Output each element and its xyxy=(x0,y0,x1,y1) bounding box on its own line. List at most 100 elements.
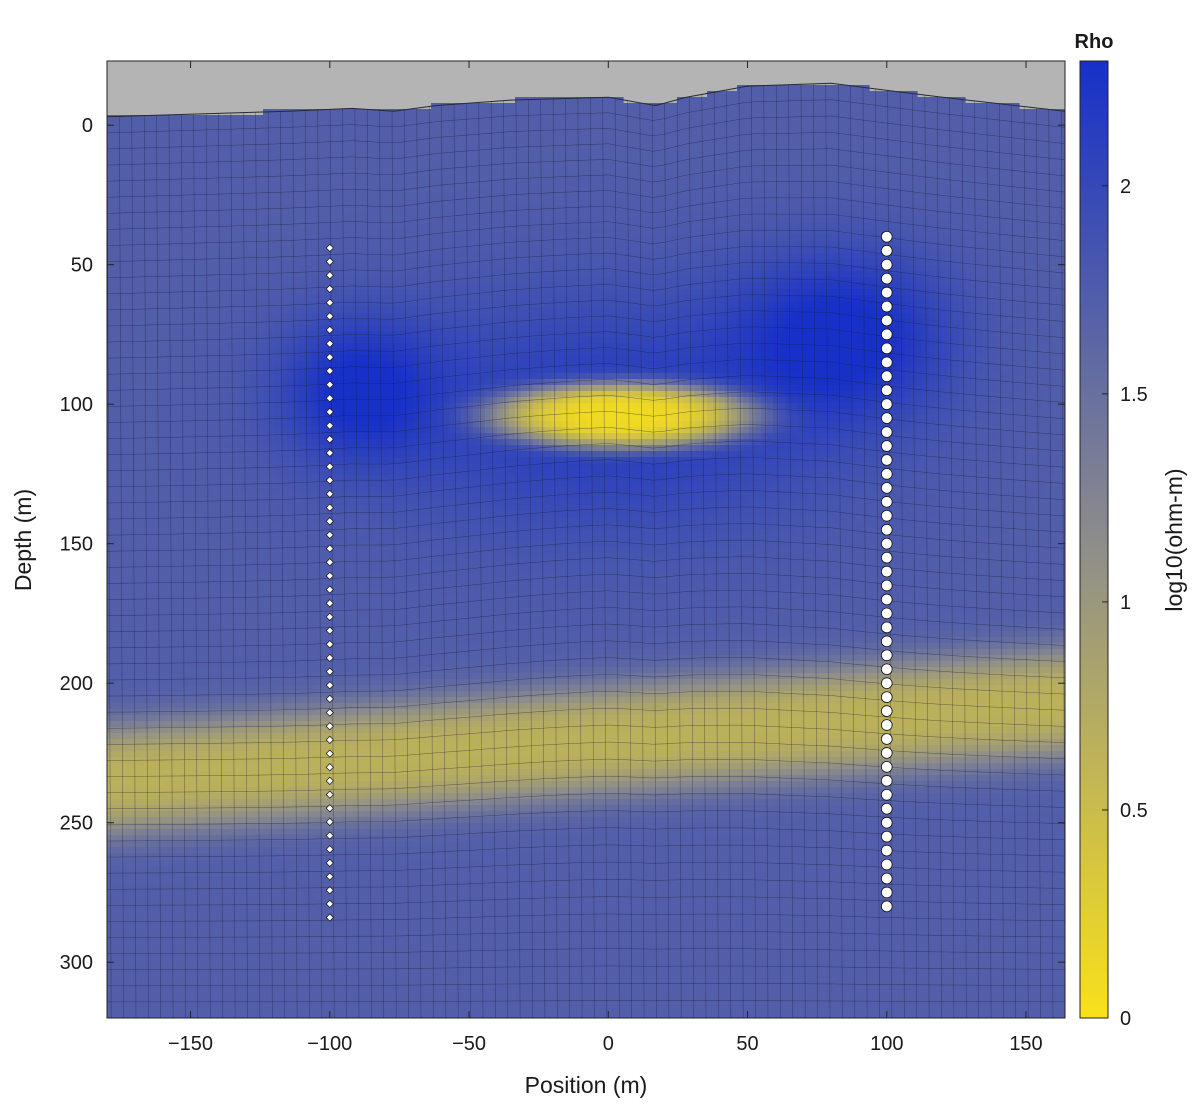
heatmap-cell xyxy=(197,121,204,128)
heatmap-cell xyxy=(719,109,726,116)
heatmap-cell xyxy=(341,187,348,194)
heatmap-cell xyxy=(401,139,408,146)
heatmap-cell xyxy=(299,121,306,128)
heatmap-cell xyxy=(779,151,786,158)
heatmap-cell xyxy=(287,217,294,224)
heatmap-cell xyxy=(875,133,882,140)
heatmap-cell xyxy=(635,103,642,110)
heatmap-cell xyxy=(947,169,954,176)
heatmap-cell xyxy=(383,145,390,152)
heatmap-cell xyxy=(125,271,132,278)
heatmap-cell xyxy=(443,145,450,152)
heatmap-cell xyxy=(809,241,816,248)
heatmap-cell xyxy=(455,253,462,260)
heatmap-cell xyxy=(1013,103,1020,110)
heatmap-cell xyxy=(1043,247,1050,254)
heatmap-cell xyxy=(617,199,624,206)
heatmap-cell xyxy=(821,169,828,176)
heatmap-cell xyxy=(131,205,138,212)
heatmap-cell xyxy=(401,247,408,254)
heatmap-cell xyxy=(179,199,186,206)
heatmap-cell xyxy=(881,115,888,122)
heatmap-cell xyxy=(449,169,456,176)
heatmap-cell xyxy=(671,157,678,164)
heatmap-cell xyxy=(479,109,486,116)
heatmap-cell xyxy=(821,217,828,224)
heatmap-cell xyxy=(473,271,480,278)
heatmap-cell xyxy=(971,121,978,128)
heatmap-cell xyxy=(869,241,876,248)
heatmap-cell xyxy=(857,205,864,212)
heatmap-cell xyxy=(569,181,576,188)
heatmap-cell xyxy=(263,121,270,128)
heatmap-cell xyxy=(431,181,438,188)
heatmap-cell xyxy=(371,283,378,290)
heatmap-cell xyxy=(1043,163,1050,170)
heatmap-cell xyxy=(119,229,126,236)
heatmap-cell xyxy=(407,187,414,194)
heatmap-cell xyxy=(167,181,174,188)
heatmap-cell xyxy=(905,145,912,152)
heatmap-cell xyxy=(935,235,942,242)
heatmap-cell xyxy=(161,277,168,284)
heatmap-cell xyxy=(509,121,516,128)
heatmap-cell xyxy=(593,277,600,284)
heatmap-cell xyxy=(581,169,588,176)
heatmap-cell xyxy=(419,271,426,278)
heatmap-cell xyxy=(293,163,300,170)
heatmap-cell xyxy=(125,163,132,170)
heatmap-cell xyxy=(593,133,600,140)
heatmap-cell xyxy=(875,193,882,200)
heatmap-cell xyxy=(947,127,954,134)
heatmap-cell xyxy=(359,157,366,164)
heatmap-cell xyxy=(1043,169,1050,176)
heatmap-cell xyxy=(701,223,708,230)
heatmap-cell xyxy=(839,127,846,134)
heatmap-cell xyxy=(449,211,456,218)
heatmap-cell xyxy=(845,109,852,116)
heatmap-cell xyxy=(233,187,240,194)
heatmap-cell xyxy=(239,229,246,236)
heatmap-cell xyxy=(911,97,918,104)
heatmap-cell xyxy=(485,133,492,140)
heatmap-cell xyxy=(269,163,276,170)
heatmap-cell xyxy=(293,127,300,134)
heatmap-cell xyxy=(881,91,888,98)
heatmap-cell xyxy=(221,169,228,176)
heatmap-cell xyxy=(383,211,390,218)
heatmap-cell xyxy=(767,247,774,254)
heatmap-cell xyxy=(551,187,558,194)
heatmap-cell xyxy=(653,223,660,230)
heatmap-cell xyxy=(593,181,600,188)
heatmap-cell xyxy=(731,181,738,188)
heatmap-cell xyxy=(323,235,330,242)
heatmap-cell xyxy=(659,205,666,212)
heatmap-cell xyxy=(845,235,852,242)
heatmap-cell xyxy=(779,163,786,170)
heatmap-cell xyxy=(923,259,930,266)
heatmap-cell xyxy=(917,151,924,158)
heatmap-cell xyxy=(221,277,228,284)
heatmap-cell xyxy=(449,259,456,266)
heatmap-cell xyxy=(137,163,144,170)
heatmap-cell xyxy=(797,151,804,158)
heatmap-cell xyxy=(857,163,864,170)
heatmap-cell xyxy=(1049,115,1056,122)
heatmap-cell xyxy=(233,115,240,122)
heatmap-cell xyxy=(683,187,690,194)
heatmap-cell xyxy=(533,169,540,176)
heatmap-cell xyxy=(155,127,162,134)
heatmap-cell xyxy=(299,205,306,212)
heatmap-cell xyxy=(443,175,450,182)
heatmap-cell xyxy=(617,253,624,260)
heatmap-cell xyxy=(701,97,708,104)
heatmap-cell xyxy=(281,169,288,176)
heatmap-cell xyxy=(887,157,894,164)
heatmap-cell xyxy=(293,169,300,176)
heatmap-cell xyxy=(713,163,720,170)
heatmap-cell xyxy=(1037,259,1044,266)
heatmap-cell xyxy=(923,235,930,242)
heatmap-cell xyxy=(605,259,612,266)
heatmap-cell xyxy=(413,181,420,188)
heatmap-cell xyxy=(353,277,360,284)
